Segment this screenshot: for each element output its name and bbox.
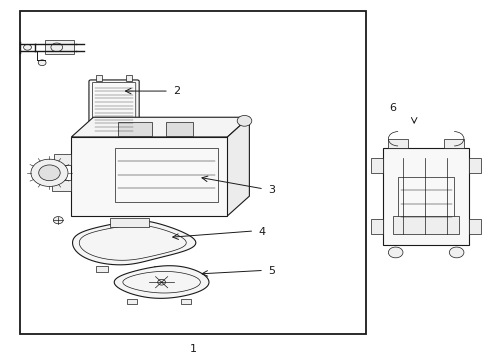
Bar (126, 75, 132, 81)
Circle shape (237, 116, 251, 126)
Text: 4: 4 (258, 227, 264, 237)
Bar (387, 139, 407, 148)
Circle shape (39, 165, 60, 181)
Bar (383, 148, 468, 244)
Circle shape (38, 60, 46, 66)
Circle shape (448, 247, 463, 258)
Circle shape (51, 43, 62, 51)
Bar (110, 218, 149, 226)
Text: 2: 2 (172, 86, 180, 96)
Bar (392, 216, 458, 234)
Text: 1: 1 (189, 344, 196, 354)
FancyBboxPatch shape (89, 80, 139, 138)
Polygon shape (54, 154, 71, 165)
Bar (96, 75, 102, 81)
Polygon shape (370, 158, 383, 173)
Polygon shape (227, 117, 249, 216)
Bar (20, 12, 366, 334)
Polygon shape (52, 180, 71, 190)
Polygon shape (468, 220, 480, 234)
Text: 6: 6 (389, 103, 396, 113)
Text: 3: 3 (267, 185, 274, 195)
Bar (181, 300, 190, 304)
Bar (397, 177, 453, 230)
Polygon shape (72, 221, 196, 265)
Bar (154, 266, 166, 272)
Polygon shape (370, 220, 383, 234)
Polygon shape (468, 158, 480, 173)
Circle shape (158, 279, 165, 285)
Circle shape (387, 247, 402, 258)
Polygon shape (71, 117, 249, 137)
Polygon shape (114, 266, 208, 298)
Bar (96, 266, 108, 272)
Bar (127, 300, 137, 304)
Bar (71, 137, 227, 216)
Bar (444, 139, 463, 148)
Bar (44, 40, 74, 54)
Circle shape (23, 44, 31, 50)
Circle shape (31, 159, 68, 186)
Bar (166, 122, 193, 136)
Text: 5: 5 (267, 266, 274, 276)
Bar (118, 122, 152, 136)
Circle shape (53, 217, 63, 224)
Bar (115, 148, 217, 202)
